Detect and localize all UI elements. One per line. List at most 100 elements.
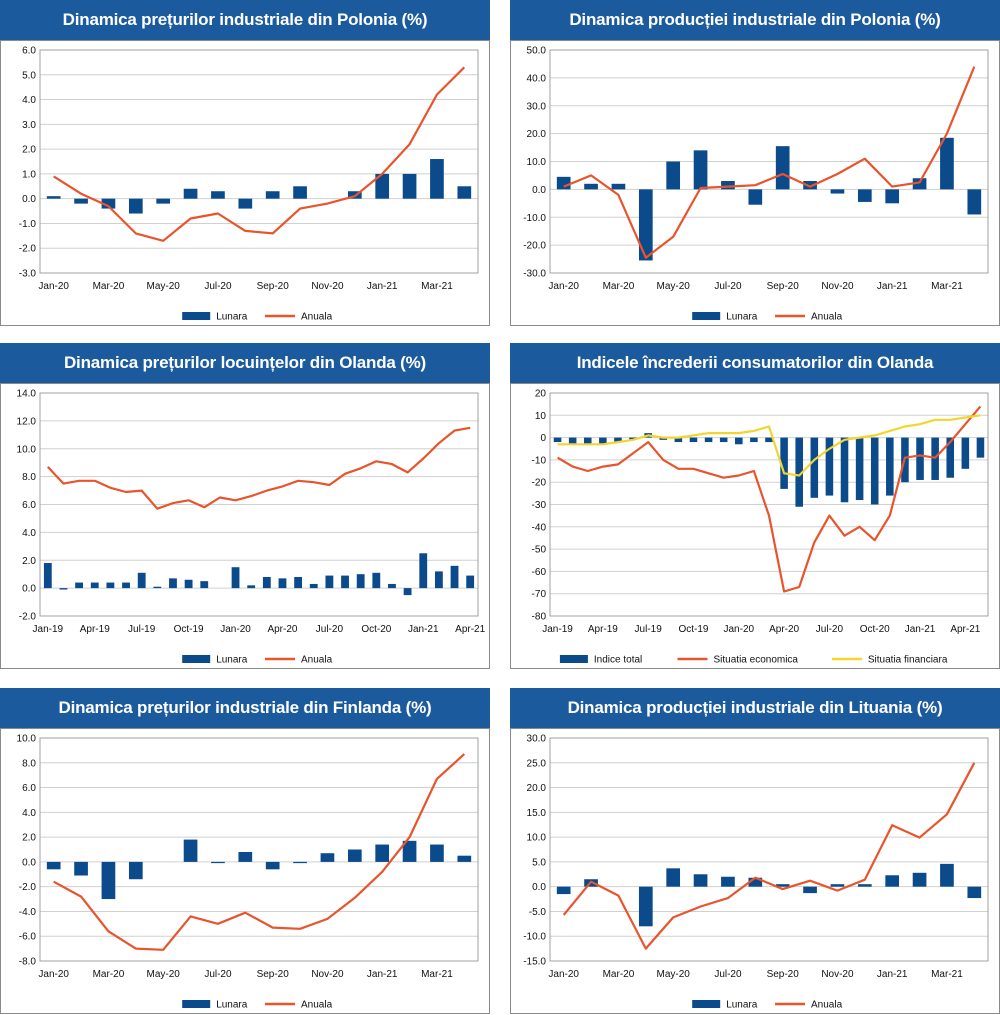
chart-panel-3: Dinamica prețurilor locuințelor din Olan… bbox=[0, 343, 490, 669]
chart-panel-2: Dinamica producției industriale din Polo… bbox=[510, 0, 1000, 326]
x-tick-label: Mar-20 bbox=[93, 969, 125, 980]
bar bbox=[430, 844, 444, 862]
chart-title: Dinamica producției industriale din Polo… bbox=[510, 0, 1000, 40]
bar bbox=[735, 437, 743, 445]
y-tick-label: 0.0 bbox=[22, 194, 36, 205]
y-tick-label: 4.0 bbox=[22, 808, 36, 819]
x-tick-label: Mar-21 bbox=[421, 969, 453, 980]
x-tick-label: May-20 bbox=[147, 969, 181, 980]
bar bbox=[388, 583, 396, 589]
x-tick-label: Apr-19 bbox=[80, 624, 110, 635]
plot-area bbox=[39, 392, 479, 617]
bar bbox=[803, 886, 817, 894]
bar bbox=[748, 189, 763, 205]
y-tick-label: 30.0 bbox=[527, 101, 547, 112]
bar bbox=[59, 588, 68, 590]
y-tick-label: -5.0 bbox=[529, 907, 547, 918]
bar bbox=[309, 583, 318, 589]
legend-label: Lunara bbox=[726, 312, 758, 323]
bar bbox=[265, 191, 280, 199]
bar bbox=[450, 565, 459, 589]
y-tick-label: 50.0 bbox=[527, 46, 547, 57]
bar bbox=[765, 437, 773, 443]
chart-plot-1: -3.0 -2.0 -1.0 0.0 1.0 2.0 3.0 4.0 5.0 6.0 Jan-20 M… bbox=[19, 46, 479, 323]
y-tick-label: -4.0 bbox=[19, 907, 37, 918]
bar bbox=[238, 198, 253, 209]
bar bbox=[211, 861, 225, 864]
x-tick-label: Oct-20 bbox=[361, 624, 391, 635]
y-tick-label: -10 bbox=[532, 455, 547, 466]
y-tick-label: 6.0 bbox=[22, 500, 36, 511]
x-tick-label: Sep-20 bbox=[257, 281, 290, 292]
bar bbox=[795, 437, 803, 507]
bar bbox=[262, 576, 271, 589]
series-line bbox=[53, 66, 466, 242]
bar bbox=[946, 437, 955, 478]
x-tick-label: Jan-20 bbox=[548, 281, 579, 292]
bar bbox=[830, 884, 845, 887]
bar bbox=[402, 840, 417, 862]
bar bbox=[347, 849, 362, 862]
bar bbox=[568, 437, 577, 445]
x-tick-label: Jul-20 bbox=[714, 281, 742, 292]
series-line bbox=[562, 762, 976, 950]
bar bbox=[659, 437, 668, 440]
legend-label: Anuala bbox=[301, 655, 333, 666]
bar bbox=[857, 189, 872, 202]
bar bbox=[599, 437, 607, 445]
legend-label: Anuala bbox=[301, 1000, 333, 1011]
x-tick-label: Jan-20 bbox=[38, 969, 69, 980]
chart-panel-6: Dinamica producției industriale din Litu… bbox=[510, 688, 1000, 1014]
y-tick-label: 14.0 bbox=[17, 389, 37, 400]
legend-label: Lunara bbox=[726, 1000, 758, 1011]
bar bbox=[356, 574, 365, 589]
y-tick-label: 12.0 bbox=[17, 416, 37, 427]
legend-label: Situatia economica bbox=[714, 655, 799, 666]
bar bbox=[886, 437, 894, 496]
y-tick-label: 8.0 bbox=[22, 758, 36, 769]
y-tick-label: 6.0 bbox=[22, 46, 36, 57]
x-tick-label: Jan-21 bbox=[905, 624, 936, 635]
bar bbox=[775, 884, 790, 887]
bar bbox=[556, 886, 571, 895]
series-line bbox=[563, 66, 976, 259]
plot-area bbox=[549, 737, 989, 962]
bar bbox=[153, 586, 162, 589]
y-tick-label: 0.0 bbox=[532, 882, 546, 893]
y-tick-label: -70 bbox=[532, 589, 547, 600]
y-tick-label: 5.0 bbox=[22, 70, 36, 81]
y-tick-label: 10.0 bbox=[17, 734, 37, 745]
y-tick-label: 15.0 bbox=[527, 808, 547, 819]
x-tick-label: Nov-20 bbox=[821, 281, 854, 292]
x-tick-label: Sep-20 bbox=[767, 281, 800, 292]
y-tick-label: 2.0 bbox=[22, 145, 36, 156]
chart-plot-3: -2.0 0.0 2.0 4.0 6.0 8.0 10.0 12.0 14.0 Jan-19 Apr… bbox=[17, 389, 486, 666]
bar bbox=[466, 575, 475, 589]
y-tick-label: 0.0 bbox=[22, 857, 36, 868]
x-tick-label: Jul-19 bbox=[635, 624, 663, 635]
y-tick-label: 10.0 bbox=[17, 444, 37, 455]
bar bbox=[211, 191, 225, 199]
bar bbox=[325, 575, 334, 589]
x-tick-label: Oct-19 bbox=[174, 624, 204, 635]
x-tick-label: Mar-21 bbox=[931, 969, 963, 980]
legend-swatch bbox=[182, 655, 211, 663]
bar bbox=[183, 188, 198, 199]
bar bbox=[885, 189, 900, 204]
bar bbox=[748, 877, 763, 887]
bar bbox=[689, 437, 698, 443]
legend-swatch bbox=[692, 1000, 721, 1008]
y-tick-label: 4.0 bbox=[22, 95, 36, 106]
x-tick-label: Nov-20 bbox=[311, 969, 344, 980]
y-tick-label: 40.0 bbox=[527, 73, 547, 84]
y-tick-label: 0.0 bbox=[532, 185, 546, 196]
y-tick-label: -2.0 bbox=[19, 244, 37, 255]
x-tick-label: Apr-21 bbox=[950, 624, 980, 635]
bar bbox=[674, 437, 683, 443]
y-tick-label: 20.0 bbox=[527, 783, 547, 794]
plot-area bbox=[549, 49, 989, 274]
chart-plot-6: -15.0 -10.0 -5.0 0.0 5.0 10.0 15.0 20.0 25.0 30.0… bbox=[523, 734, 989, 1011]
bar bbox=[870, 437, 879, 505]
bar bbox=[43, 563, 52, 589]
bar bbox=[721, 876, 735, 887]
